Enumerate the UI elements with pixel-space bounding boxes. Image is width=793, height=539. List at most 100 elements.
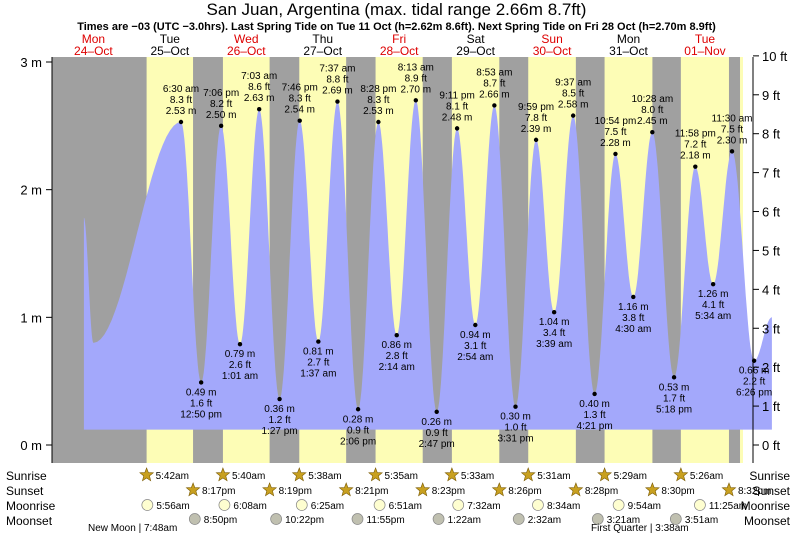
high-tide-point — [413, 98, 419, 103]
moon-phases: New Moon | 7:48am First Quarter | 3:38am — [0, 523, 793, 539]
left-tick-label: 1 m — [20, 310, 42, 325]
low-tide-point — [751, 358, 757, 363]
low-tide-label: 1:01 am — [222, 371, 258, 382]
high-tide-label: 7:37 am — [319, 64, 355, 75]
low-tide-label: 6:26 pm — [736, 388, 772, 399]
moon-icon — [512, 513, 525, 525]
low-tide-label: 1.7 ft — [663, 393, 685, 404]
low-tide-label: 2:47 pm — [419, 439, 455, 450]
moon-icon — [295, 499, 308, 511]
high-tide-label: 2.53 m — [363, 106, 394, 117]
right-tick-label: 10 ft — [762, 49, 788, 64]
time-label: 8:50pm — [204, 515, 237, 526]
moon-icon — [432, 513, 445, 525]
sun-icon — [291, 467, 307, 482]
high-tide-label: 9:37 am — [555, 78, 591, 89]
time-label: 6:08am — [233, 501, 266, 512]
time-label: 8:28pm — [585, 486, 618, 497]
high-tide-label: 7.5 ft — [721, 124, 743, 135]
high-tide-label: 2.58 m — [558, 100, 589, 111]
low-tide-label: 5:34 am — [695, 311, 731, 322]
low-tide-label: 0.66 m — [739, 366, 770, 377]
day-header-dow: Sun — [541, 32, 562, 46]
high-tide-label: 2.66 m — [479, 89, 510, 100]
sun-icon — [491, 482, 507, 497]
low-tide-label: 1:37 am — [300, 369, 336, 380]
high-tide-label: 9:11 pm — [439, 90, 474, 101]
time-label: 8:34am — [547, 501, 580, 512]
time-label: 6:25am — [311, 501, 344, 512]
high-tide-label: 2.30 m — [717, 135, 748, 146]
day-header-dow: Thu — [312, 32, 333, 46]
time-label: 5:35am — [385, 471, 418, 482]
low-tide-label: 0.81 m — [303, 347, 334, 358]
day-header-dow: Tue — [160, 32, 181, 46]
high-tide-label: 8.1 ft — [446, 101, 468, 112]
time-label: 5:56am — [156, 501, 189, 512]
low-tide-label: 1.6 ft — [190, 398, 212, 409]
right-tick-label: 6 ft — [762, 205, 780, 220]
day-header-date: 28–Oct — [380, 44, 419, 58]
day-header-date: 27–Oct — [303, 44, 342, 58]
low-tide-point — [592, 391, 597, 397]
time-label: 5:33am — [461, 471, 494, 482]
moon-icon — [373, 499, 386, 511]
high-tide-label: 8.3 ft — [170, 95, 192, 106]
high-tide-label: 7.8 ft — [525, 113, 547, 124]
time-label: 6:51am — [389, 501, 422, 512]
day-header-date: 30–Oct — [533, 44, 572, 58]
moon-phase-first-quarter-time: 3:38am — [655, 523, 689, 534]
high-tide-label: 7:06 pm — [203, 88, 239, 99]
day-header-date: 31–Oct — [609, 44, 648, 58]
sun-icon — [444, 467, 460, 482]
low-tide-label: 0.86 m — [381, 340, 412, 351]
low-tide-point — [473, 322, 478, 328]
high-tide-label: 8.0 ft — [641, 105, 663, 116]
high-tide-point — [256, 107, 262, 112]
low-tide-label: 0.49 m — [186, 387, 217, 398]
high-tide-label: 7.2 ft — [684, 140, 706, 151]
right-tick-label: 5 ft — [762, 243, 780, 258]
high-tide-label: 8.6 ft — [248, 82, 270, 93]
time-label: 7:32am — [467, 501, 500, 512]
low-tide-label: 0.9 ft — [426, 428, 448, 439]
high-tide-point — [533, 137, 539, 143]
time-label: 8:26pm — [508, 486, 541, 497]
sun-icon — [139, 467, 155, 482]
day-header-date: 29–Oct — [456, 44, 495, 58]
high-tide-label: 10:28 am — [631, 94, 673, 105]
moon-icon — [591, 513, 604, 525]
high-tide-label: 8:13 am — [398, 62, 434, 73]
low-tide-point — [198, 380, 204, 385]
sun-icon — [338, 482, 354, 497]
low-tide-point — [671, 375, 677, 380]
low-tide-label: 3.8 ft — [622, 313, 644, 324]
low-tide-label: 0.40 m — [579, 399, 610, 410]
high-tide-label: 2.53 m — [166, 106, 197, 117]
low-tide-label: 2.2 ft — [743, 377, 765, 388]
time-label: 5:31am — [537, 471, 570, 482]
day-header-date: 26–Oct — [227, 44, 266, 58]
right-tick-label: 7 ft — [762, 166, 780, 181]
low-tide-point — [237, 341, 243, 347]
low-tide-label: 2.8 ft — [386, 351, 408, 362]
low-tide-label: 2:54 am — [457, 352, 493, 363]
low-tide-point — [434, 409, 439, 415]
low-tide-label: 4.1 ft — [702, 300, 724, 311]
time-label: 5:38am — [308, 471, 341, 482]
high-tide-point — [613, 151, 618, 157]
sun-icon — [644, 482, 660, 497]
moon-phase-new-label: New Moon — [88, 523, 136, 534]
right-tick-label: 8 ft — [762, 127, 780, 142]
time-label: 8:32pm — [738, 486, 771, 497]
time-label: 5:40am — [232, 471, 265, 482]
tide-area — [83, 100, 772, 430]
sun-icon — [185, 482, 201, 497]
time-label: 8:30pm — [661, 486, 694, 497]
moon-icon — [351, 513, 364, 525]
sun-icon — [262, 482, 278, 497]
high-tide-label: 2.39 m — [521, 124, 552, 135]
high-tide-label: 2.63 m — [244, 93, 275, 104]
left-tick-label: 3 m — [20, 55, 42, 70]
sun-icon — [721, 482, 737, 497]
